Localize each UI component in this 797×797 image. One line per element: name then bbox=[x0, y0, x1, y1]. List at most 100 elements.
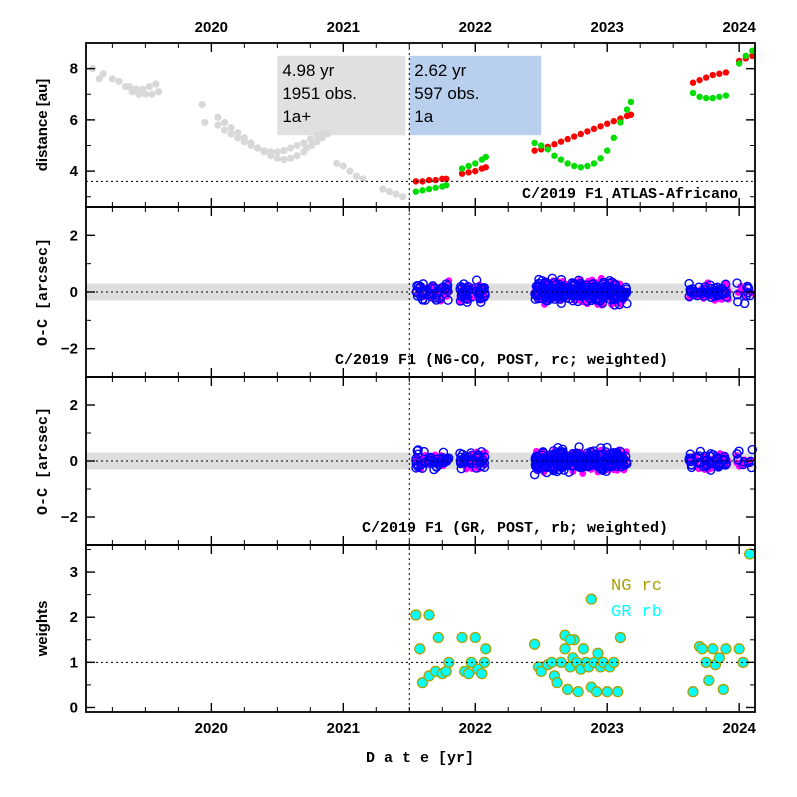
y-axis-title-distance: distance [au] bbox=[34, 79, 51, 172]
distance-point-0-30 bbox=[293, 152, 301, 160]
distance-point-0-11 bbox=[125, 82, 134, 91]
distance-point-2-13 bbox=[544, 146, 552, 153]
oc_ng-point-blue-1-16 bbox=[455, 296, 466, 306]
y-tick-label-oc_ng-0: −2 bbox=[61, 341, 78, 358]
oc_gr-point-blue-3-227 bbox=[616, 459, 626, 469]
oc_gr-point-blue-4-39 bbox=[714, 458, 724, 469]
distance-point-1-23 bbox=[610, 117, 618, 125]
oc_ng-point-blue-2-11 bbox=[476, 297, 486, 307]
distance-point-2-27 bbox=[689, 89, 697, 97]
distance-point-2-8 bbox=[472, 160, 479, 167]
distance-point-0-56 bbox=[346, 167, 354, 175]
weight-point-60 bbox=[717, 683, 729, 696]
distance-point-0-9 bbox=[148, 90, 156, 98]
y-axis-title-weights: weights bbox=[34, 601, 51, 658]
oc_gr-point-blue-0-37 bbox=[436, 454, 446, 464]
x-tick-label-bottom-2: 2022 bbox=[459, 720, 492, 737]
distance-point-0-40 bbox=[267, 148, 275, 156]
distance-point-1-27 bbox=[689, 79, 697, 86]
y-tick-label-distance-2: 8 bbox=[70, 61, 78, 78]
oc_ng-point-blue-0-27 bbox=[434, 293, 444, 304]
distance-point-1-22 bbox=[604, 120, 611, 127]
distance-point-2-2 bbox=[425, 185, 433, 193]
distance-point-2-30 bbox=[709, 94, 716, 102]
oc_ng-point-blue-3-227 bbox=[614, 299, 625, 310]
oc_ng-point-blue-5-1 bbox=[732, 278, 742, 288]
weight-point-48 bbox=[614, 631, 627, 644]
distance-point-0-59 bbox=[379, 185, 387, 193]
info-box-1 bbox=[409, 55, 542, 136]
y-tick-label-distance-1: 6 bbox=[70, 112, 78, 129]
distance-point-2-32 bbox=[722, 92, 730, 99]
oc_gr-point-blue-0-36 bbox=[411, 463, 421, 473]
distance-point-2-1 bbox=[419, 187, 426, 194]
oc_ng-point-blue-3-247 bbox=[606, 284, 617, 294]
distance-point-1-17 bbox=[571, 133, 578, 140]
oc_ng-point-blue-3-244 bbox=[613, 284, 623, 295]
weight-point-61 bbox=[720, 643, 732, 655]
y-axis-title-oc_gr: O-C [arcsec] bbox=[35, 407, 52, 515]
oc_gr-point-blue-0-21 bbox=[413, 445, 423, 455]
distance-point-0-38 bbox=[253, 144, 262, 152]
oc_gr-point-blue-0-39 bbox=[412, 446, 422, 456]
oc_gr-point-blue-3-231 bbox=[601, 453, 612, 464]
distance-point-2-31 bbox=[716, 93, 723, 101]
oc_gr-point-blue-3-256 bbox=[590, 452, 601, 462]
distance-point-0-55 bbox=[339, 162, 347, 170]
weight-point-40 bbox=[591, 686, 603, 698]
distance-point-2-18 bbox=[577, 164, 585, 171]
distance-point-1-11 bbox=[531, 147, 538, 154]
y-tick-label-oc_gr-2: 2 bbox=[70, 397, 78, 414]
distance-point-0-39 bbox=[260, 147, 268, 155]
distance-point-2-14 bbox=[551, 152, 558, 159]
oc_gr-point-blue-4-45 bbox=[705, 465, 716, 475]
distance-point-1-21 bbox=[597, 123, 604, 130]
distance-point-0-42 bbox=[280, 147, 288, 155]
weight-point-2 bbox=[414, 643, 426, 655]
weight-point-9 bbox=[443, 656, 455, 669]
oc_ng-point-blue-3-249 bbox=[570, 285, 581, 295]
oc_gr-point-blue-4-47 bbox=[715, 460, 725, 470]
oc_gr-point-blue-3-217 bbox=[612, 447, 622, 458]
distance-point-2-16 bbox=[564, 160, 571, 167]
distance-point-2-24 bbox=[617, 119, 624, 126]
oc_ng-point-blue-3-160 bbox=[621, 288, 631, 298]
weight-point-3 bbox=[416, 677, 429, 689]
distance-point-0-29 bbox=[286, 154, 295, 162]
distance-point-2-29 bbox=[702, 94, 710, 102]
distance-point-0-53 bbox=[323, 130, 332, 138]
oc_gr-point-blue-3-254 bbox=[560, 460, 570, 470]
info-box-0-line-2: 1a+ bbox=[282, 107, 311, 126]
oc_ng-point-blue-3-252 bbox=[598, 277, 609, 288]
oc_gr-point-blue-0-27 bbox=[411, 459, 421, 469]
oc_ng-point-blue-0-39 bbox=[417, 289, 427, 299]
oc_gr-point-blue-3-241 bbox=[575, 461, 586, 471]
legend-0: NG rc bbox=[611, 577, 662, 596]
distance-point-0-19 bbox=[220, 118, 229, 127]
distance-point-1-3 bbox=[432, 176, 439, 184]
distance-point-2-28 bbox=[696, 93, 703, 101]
y-tick-label-weights-1: 1 bbox=[70, 654, 78, 671]
weight-point-25 bbox=[551, 677, 563, 689]
distance-point-2-10 bbox=[482, 153, 490, 161]
distance-point-2-6 bbox=[458, 165, 466, 172]
oc_ng-point-blue-3-256 bbox=[533, 281, 544, 292]
distance-point-2-7 bbox=[465, 162, 472, 170]
distance-point-1-31 bbox=[716, 70, 723, 77]
panel-frame-weights bbox=[85, 544, 756, 713]
distance-point-0-16 bbox=[201, 118, 209, 127]
distance-point-1-29 bbox=[702, 74, 710, 81]
distance-point-0-10 bbox=[154, 88, 163, 96]
x-tick-label-top-1: 2021 bbox=[327, 19, 360, 36]
distance-point-0-44 bbox=[293, 141, 301, 150]
distance-point-0-3 bbox=[108, 75, 116, 83]
weight-point-56 bbox=[703, 674, 715, 687]
weight-point-44 bbox=[601, 686, 613, 698]
oc_gr-point-blue-3-149 bbox=[602, 442, 612, 453]
oc_gr-point-blue-3-232 bbox=[540, 460, 550, 470]
oc_gr-point-blue-3-255 bbox=[618, 454, 628, 464]
distance-point-1-35 bbox=[749, 52, 756, 60]
oc_ng-point-blue-1-13 bbox=[455, 284, 465, 294]
frame-layer bbox=[85, 42, 756, 713]
oc_gr-point-blue-3-259 bbox=[545, 462, 555, 472]
